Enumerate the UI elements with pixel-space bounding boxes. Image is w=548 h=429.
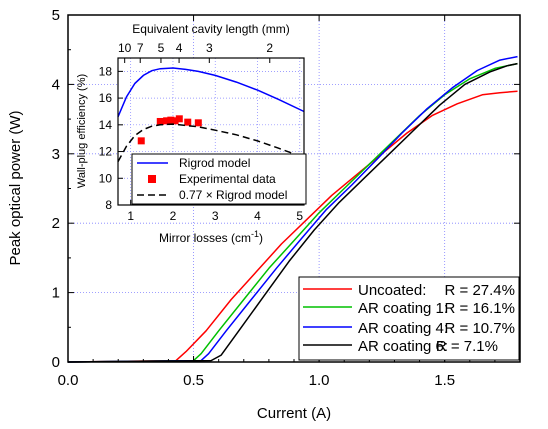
main-series-line-3 bbox=[67, 62, 518, 363]
inset-legend: Rigrod model Experimental data 0.77 × Ri… bbox=[131, 153, 307, 205]
main-y-tick-label: 5 bbox=[52, 7, 60, 24]
main-y-tick-label: 4 bbox=[52, 76, 60, 93]
inset-series-line-2 bbox=[117, 123, 305, 162]
main-x-tick-label: 0.5 bbox=[183, 372, 204, 389]
legend-value-ar4: R = 10.7% bbox=[445, 320, 515, 337]
inset-x-tick-label: 3 bbox=[212, 209, 219, 223]
inset-top-tick-label: 10 bbox=[118, 41, 132, 55]
inset-x-tick-label: 2 bbox=[170, 209, 177, 223]
inset-experimental-point bbox=[163, 117, 171, 125]
inset-top-tick-label: 4 bbox=[176, 41, 183, 55]
inset-y-tick-label: 18 bbox=[99, 64, 113, 78]
inset-top-tick-label: 5 bbox=[158, 41, 165, 55]
main-y-tick-label: 3 bbox=[52, 146, 60, 163]
main-series bbox=[67, 55, 518, 363]
legend-label-uncoated: Uncoated: bbox=[358, 282, 426, 299]
inset-experimental-point bbox=[175, 115, 183, 123]
main-x-tick-label: 0.0 bbox=[58, 372, 79, 389]
inset-x-tick-label: 5 bbox=[296, 209, 303, 223]
y-axis-label: Peak optical power (W) bbox=[7, 110, 24, 265]
inset-x-tick-label: 4 bbox=[254, 209, 261, 223]
main-series-line-1 bbox=[67, 62, 518, 363]
x-axis-label: Current (A) bbox=[257, 405, 331, 422]
inset-legend-label-scaled: 0.77 × Rigrod model bbox=[179, 188, 287, 202]
inset-experimental-point bbox=[184, 118, 192, 126]
main-legend: Uncoated: R = 27.4% AR coating 1: R = 16… bbox=[298, 276, 520, 361]
inset-y-tick-label: 14 bbox=[99, 118, 113, 132]
main-y-tick-label: 1 bbox=[52, 285, 60, 302]
inset-experimental-point bbox=[156, 117, 164, 125]
inset-top-tick-label: 7 bbox=[137, 41, 144, 55]
legend-label-ar6: AR coating 6: bbox=[358, 338, 448, 355]
legend-value-ar1: R = 16.1% bbox=[445, 300, 515, 317]
main-x-tick-label: 1.5 bbox=[434, 372, 455, 389]
inset-series-line-0 bbox=[117, 67, 305, 118]
main-legend-box bbox=[298, 276, 520, 361]
inset-x-axis-label-main: Mirror losses (cm bbox=[159, 231, 251, 245]
inset-y-axis-label: Wall-plug efficiency (%) bbox=[76, 74, 88, 188]
main-series-line-2 bbox=[67, 55, 518, 363]
legend-value-ar6: R = 7.1% bbox=[436, 338, 498, 355]
inset-legend-label-experimental: Experimental data bbox=[179, 172, 276, 186]
inset-x-axis-label-end: ) bbox=[259, 231, 263, 245]
inset-y-tick-label: 8 bbox=[105, 198, 112, 212]
inset-x-axis-label-sup: -1 bbox=[251, 229, 259, 239]
legend-label-ar1: AR coating 1: bbox=[358, 300, 448, 317]
inset-top-tick-label: 3 bbox=[206, 41, 213, 55]
main-y-tick-label: 2 bbox=[52, 215, 60, 232]
inset-top-tick-label: 2 bbox=[266, 41, 273, 55]
inset-legend-swatch-experimental bbox=[148, 175, 156, 183]
inset-experimental-point bbox=[171, 117, 179, 125]
inset-experimental-point bbox=[194, 119, 202, 127]
inset-legend-label-rigrod: Rigrod model bbox=[179, 156, 250, 170]
inset-x-tick-label: 1 bbox=[127, 209, 134, 223]
inset-y-tick-label: 12 bbox=[99, 145, 113, 159]
inset-frame bbox=[117, 57, 305, 206]
inset-experimental-point bbox=[137, 137, 145, 145]
inset-x-axis-label: Mirror losses (cm-1) bbox=[159, 229, 263, 245]
inset-y-tick-label: 10 bbox=[99, 171, 113, 185]
inset-y-tick-label: 16 bbox=[99, 91, 113, 105]
legend-value-uncoated: R = 27.4% bbox=[445, 282, 515, 299]
main-y-tick-label: 0 bbox=[52, 354, 60, 371]
main-x-tick-label: 1.0 bbox=[309, 372, 330, 389]
inset-top-axis-label: Equivalent cavity length (mm) bbox=[132, 22, 289, 36]
inset-experimental-point bbox=[167, 116, 175, 124]
inset-series bbox=[117, 67, 305, 162]
main-series-line-0 bbox=[67, 90, 518, 363]
legend-label-ar4: AR coating 4: bbox=[358, 320, 448, 337]
